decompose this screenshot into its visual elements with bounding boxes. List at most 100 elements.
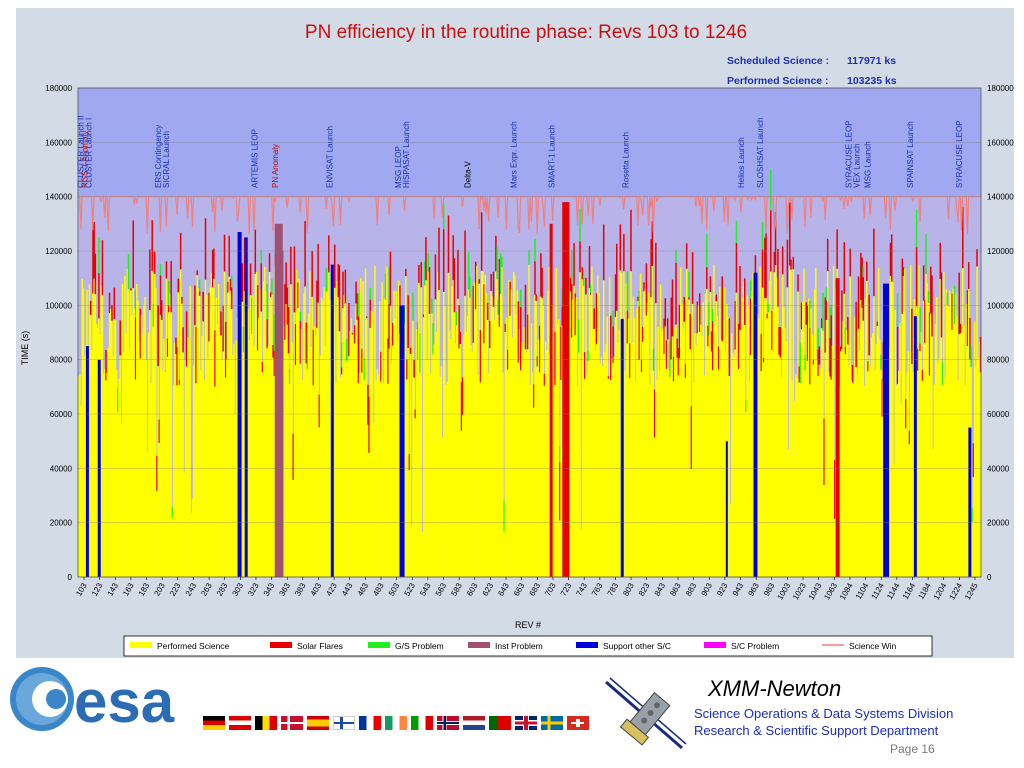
bar-performed-science	[509, 315, 511, 577]
bar-performed-science	[672, 381, 675, 577]
bar-performed-science	[780, 377, 783, 577]
bar-solar-flares	[638, 306, 641, 360]
bar-performed-science	[954, 294, 957, 577]
bar-performed-science	[687, 310, 689, 577]
bar-solar-flares	[311, 251, 313, 297]
bar-performed-science	[774, 265, 777, 577]
event-label: ENVISAT Launch	[325, 126, 334, 188]
bar-performed-science	[172, 385, 175, 577]
bar-solar-flares	[684, 364, 687, 378]
bar-performed-science	[953, 324, 956, 577]
bar-performed-science	[895, 385, 898, 577]
bar-performed-science	[556, 323, 559, 577]
bar-solar-flares	[355, 281, 357, 304]
bar-performed-science	[149, 310, 151, 577]
bar-performed-science	[777, 306, 779, 577]
bar-performed-science	[625, 283, 627, 577]
bar-gs-problem	[98, 237, 100, 273]
bar-performed-science	[166, 356, 169, 577]
bar-solar-flares	[735, 243, 738, 293]
bar-performed-science	[394, 318, 396, 577]
bar-solar-flares	[157, 305, 159, 367]
bar-solar-flares	[851, 365, 854, 383]
bar-performed-science	[610, 379, 612, 577]
bar-performed-science	[306, 369, 309, 577]
bar-solar-flares	[569, 277, 572, 292]
bar-performed-science	[460, 430, 463, 577]
bar-gs-problem	[501, 256, 503, 268]
bar-solar-flares	[798, 366, 800, 383]
bar-performed-science	[956, 315, 958, 577]
bar-solar-flares	[105, 350, 107, 381]
bar-performed-science	[869, 366, 872, 577]
bar-gs-problem	[735, 220, 738, 244]
bar-performed-science	[793, 401, 796, 577]
bar-performed-science	[516, 290, 518, 577]
event-label: MSG Launch	[863, 141, 872, 188]
bar-performed-science	[825, 320, 828, 577]
bar-performed-science	[141, 333, 144, 577]
flag-finland	[333, 716, 355, 730]
bar-performed-science	[352, 342, 355, 577]
x-tick-label: 503	[387, 581, 402, 598]
bar-performed-science	[160, 320, 163, 577]
bar-solar-flares	[328, 235, 330, 273]
x-tick-label: 583	[449, 581, 464, 598]
bar-performed-science	[589, 294, 592, 577]
bar-performed-science	[785, 340, 787, 577]
bar-performed-science	[683, 321, 686, 577]
x-tick-label: 423	[324, 581, 339, 598]
bar-performed-science	[613, 356, 616, 577]
bar-gs-problem	[638, 290, 641, 307]
bar-performed-science	[616, 310, 618, 577]
x-tick-label: 663	[512, 581, 527, 598]
bar-solar-flares	[761, 249, 764, 288]
bar-solar-flares	[721, 276, 723, 342]
bar-performed-science	[928, 375, 931, 577]
bar-solar-flares	[824, 297, 827, 353]
bar-performed-science	[728, 375, 731, 577]
bar-performed-science	[512, 271, 515, 577]
bar-performed-science	[922, 300, 925, 577]
bar-performed-science	[251, 334, 253, 577]
x-tick-label: 123	[90, 581, 105, 598]
bar-solar-flares	[286, 287, 289, 325]
bar-performed-science	[949, 290, 951, 577]
bar-performed-science	[258, 318, 260, 577]
bar-performed-science	[864, 297, 867, 577]
bar-performed-science	[361, 372, 363, 577]
bar-solar-flares	[178, 379, 181, 385]
event-label: SPAINSAT Launch	[906, 121, 915, 188]
bar-performed-science	[978, 341, 981, 577]
bar-performed-science	[112, 357, 114, 577]
bar-performed-science	[520, 370, 522, 577]
bar-performed-science	[139, 358, 142, 577]
bar-performed-science	[903, 268, 906, 577]
bar-performed-science	[190, 513, 193, 577]
bar-performed-science	[867, 371, 869, 577]
bar-performed-science	[254, 273, 257, 577]
x-tick-label: 1144	[885, 581, 902, 601]
bar-performed-science	[94, 294, 97, 577]
x-tick-label: 863	[668, 581, 683, 598]
bar-performed-science	[938, 359, 940, 577]
bar-performed-science	[437, 271, 439, 577]
bar-performed-science	[591, 266, 593, 577]
bar-performed-science	[599, 363, 601, 577]
bar-performed-science	[350, 317, 353, 577]
bar-solar-flares	[683, 297, 686, 322]
bar-solar-flares	[342, 271, 344, 309]
bar-solar-flares	[642, 327, 644, 342]
bar-solar-flares	[805, 302, 808, 325]
bar-gs-problem	[456, 311, 458, 326]
bar-performed-science	[313, 326, 316, 577]
bar-gs-problem	[915, 209, 918, 248]
bar-performed-science	[601, 366, 604, 577]
bar-performed-science	[297, 308, 299, 577]
bar-solar-flares	[841, 290, 843, 349]
bar-gs-problem	[570, 250, 573, 284]
bar-performed-science	[655, 303, 657, 577]
bar-performed-science	[312, 385, 315, 577]
bar-solar-flares	[766, 313, 768, 319]
bar-performed-science	[471, 351, 473, 577]
